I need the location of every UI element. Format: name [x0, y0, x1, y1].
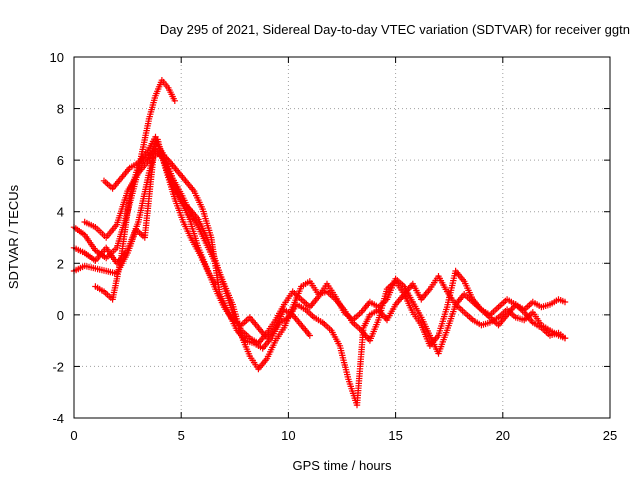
y-tick-label: -2 — [52, 359, 64, 374]
data-points — [70, 77, 569, 409]
series-track-f — [100, 133, 569, 357]
x-axis-label: GPS time / hours — [293, 458, 392, 473]
axis-ticks — [73, 56, 611, 419]
x-tick-label: 15 — [388, 428, 402, 443]
x-tick-label: 5 — [178, 428, 185, 443]
y-tick-label: -4 — [52, 411, 64, 426]
y-tick-label: 0 — [57, 308, 64, 323]
plot-frame — [73, 56, 611, 419]
x-tick-label: 0 — [70, 428, 77, 443]
y-tick-label: 6 — [57, 153, 64, 168]
y-tick-label: 2 — [57, 256, 64, 271]
tick-labels: 0 5 10 15 20 25 -4 -2 0 2 4 6 8 10 — [50, 50, 618, 443]
x-tick-label: 20 — [496, 428, 510, 443]
plus-markers — [100, 133, 569, 357]
grid — [74, 57, 610, 418]
y-tick-label: 4 — [57, 205, 64, 220]
x-tick-label: 25 — [603, 428, 617, 443]
y-tick-label: 10 — [50, 50, 64, 65]
y-axis-label: SDTVAR / TECUs — [6, 184, 21, 289]
chart-title: Day 295 of 2021, Sidereal Day-to-day VTE… — [160, 22, 630, 37]
y-tick-label: 8 — [57, 102, 64, 117]
x-tick-label: 10 — [281, 428, 295, 443]
